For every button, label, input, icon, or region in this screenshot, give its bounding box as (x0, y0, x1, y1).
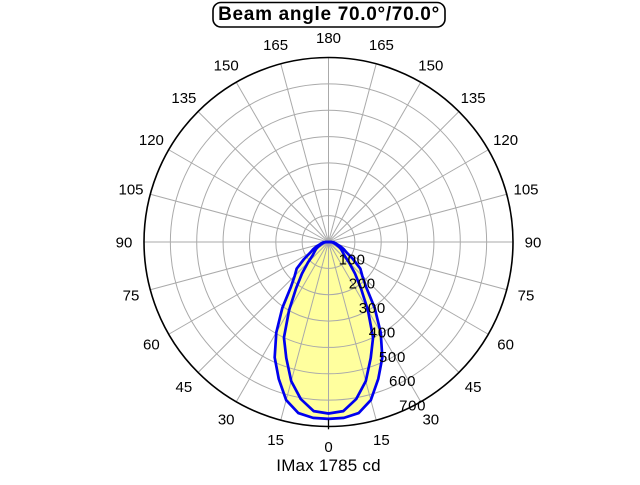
svg-text:0: 0 (324, 439, 332, 456)
svg-text:165: 165 (369, 37, 394, 54)
svg-text:200: 200 (349, 276, 376, 293)
svg-text:105: 105 (513, 182, 538, 199)
svg-text:Beam angle 70.0°/70.0°: Beam angle 70.0°/70.0° (218, 4, 440, 25)
svg-text:150: 150 (214, 57, 239, 74)
svg-text:90: 90 (525, 234, 542, 251)
svg-text:180: 180 (316, 30, 341, 47)
svg-text:45: 45 (465, 379, 482, 396)
svg-text:150: 150 (418, 57, 443, 74)
svg-text:135: 135 (461, 90, 486, 107)
svg-text:165: 165 (263, 37, 288, 54)
svg-text:30: 30 (218, 412, 235, 429)
svg-text:120: 120 (139, 132, 164, 149)
svg-text:60: 60 (497, 337, 514, 354)
svg-text:45: 45 (176, 379, 193, 396)
svg-text:135: 135 (171, 90, 196, 107)
svg-text:15: 15 (373, 432, 390, 449)
svg-text:IMax 1785 cd: IMax 1785 cd (276, 456, 380, 475)
svg-text:120: 120 (493, 132, 518, 149)
svg-text:100: 100 (339, 251, 366, 268)
svg-text:60: 60 (143, 337, 160, 354)
svg-text:75: 75 (518, 287, 535, 304)
svg-text:90: 90 (116, 234, 133, 251)
svg-text:15: 15 (267, 432, 284, 449)
svg-text:600: 600 (389, 373, 416, 390)
svg-text:30: 30 (422, 412, 439, 429)
svg-text:500: 500 (379, 349, 406, 366)
svg-text:105: 105 (118, 182, 143, 199)
svg-text:700: 700 (399, 398, 426, 415)
svg-text:300: 300 (359, 300, 386, 317)
svg-text:400: 400 (369, 324, 396, 341)
svg-text:75: 75 (123, 287, 140, 304)
